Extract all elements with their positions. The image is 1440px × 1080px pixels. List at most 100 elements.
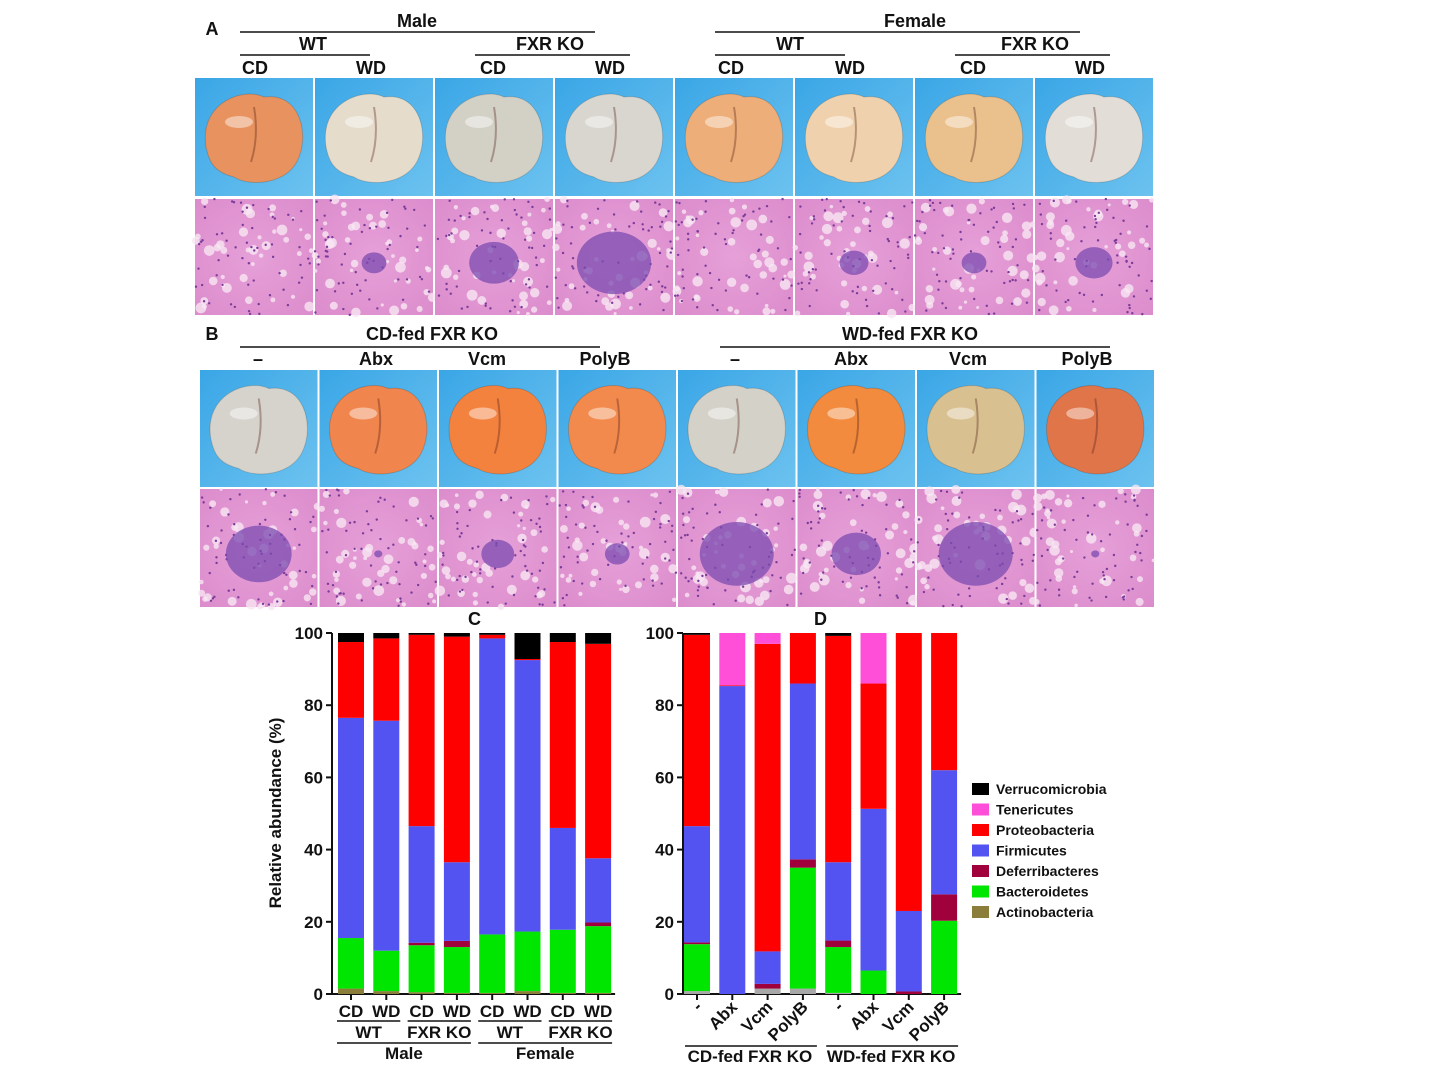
nucleus [917, 518, 921, 521]
nucleus [852, 488, 855, 492]
nucleus [1026, 278, 1030, 282]
liver-photo [1035, 78, 1153, 196]
nucleus [864, 531, 868, 534]
nucleus [458, 535, 462, 538]
nucleus [548, 218, 552, 221]
vacuole [1066, 247, 1070, 251]
nucleus [468, 212, 471, 215]
nucleus [765, 204, 769, 208]
nucleus [652, 517, 656, 521]
vacuole [393, 279, 397, 283]
bar-segment-actinobacteria [549, 992, 576, 994]
bar-segment-proteobacteria [754, 643, 781, 952]
nucleus [241, 210, 244, 213]
vacuole [759, 271, 768, 279]
nucleus [532, 231, 536, 235]
nucleus [641, 228, 645, 231]
nucleus [298, 543, 301, 547]
liver-shape [926, 385, 1025, 475]
vacuole [332, 570, 341, 578]
vacuole [1019, 578, 1027, 587]
nucleus [1042, 506, 1046, 509]
nucleus [669, 251, 672, 254]
nucleus [355, 283, 359, 287]
nucleus [896, 241, 899, 244]
nucleus [931, 201, 935, 205]
nucleus [815, 289, 818, 292]
nucleus [723, 238, 727, 241]
nucleus [957, 593, 960, 596]
nucleus [740, 219, 744, 222]
diet-label: CD [960, 58, 986, 78]
vacuole [1066, 305, 1072, 312]
vacuole [1072, 585, 1077, 589]
vacuole [1129, 554, 1137, 562]
nucleus [683, 534, 687, 537]
liver-highlight [345, 116, 373, 128]
vacuole [191, 236, 200, 245]
nucleus [1105, 567, 1109, 571]
vacuole [523, 276, 534, 287]
nucleus [817, 510, 820, 513]
nucleus [813, 218, 816, 221]
nucleus [564, 515, 568, 519]
vacuole [369, 221, 378, 230]
vacuole [895, 499, 904, 508]
nucleus [979, 212, 982, 215]
liver-highlight [707, 407, 736, 420]
nucleus [687, 249, 690, 252]
bar-segment-bacteroidetes [549, 929, 576, 993]
nucleus [621, 541, 624, 544]
vacuole [915, 563, 923, 571]
nucleus [478, 572, 482, 575]
vacuole [477, 296, 487, 305]
legend-label: Deferribacteres [996, 863, 1099, 879]
nucleus [868, 229, 872, 233]
nucleus [521, 538, 525, 542]
vacuole [532, 576, 539, 583]
nucleus [998, 245, 1002, 249]
vacuole [556, 267, 561, 272]
bar-segment-bacteroidetes [373, 950, 400, 992]
bar-segment-firmicutes [443, 862, 470, 941]
nucleus [1007, 602, 1010, 605]
liver-highlight [705, 116, 733, 128]
vacuole [457, 589, 465, 598]
nucleus [282, 599, 285, 603]
nucleus [916, 541, 919, 544]
liver-highlight [1066, 407, 1095, 420]
bar-segment-actinobacteria [373, 991, 400, 994]
nucleus [483, 211, 486, 214]
nucleus [933, 208, 936, 212]
vacuole [344, 237, 351, 243]
vacuole [201, 197, 209, 206]
nucleus [675, 201, 678, 204]
vacuole [1104, 244, 1108, 249]
nucleus [678, 201, 681, 205]
nucleus [1014, 279, 1017, 282]
nucleus [261, 602, 265, 606]
bar-segment-actinobacteria [479, 992, 506, 994]
nucleus [660, 582, 663, 585]
vacuole [517, 533, 527, 544]
nucleus [353, 520, 356, 524]
nucleus [593, 524, 596, 528]
vacuole [283, 585, 289, 591]
vacuole [841, 210, 847, 216]
nucleus [997, 241, 1000, 244]
nucleus [670, 247, 674, 250]
nucleus [1118, 283, 1121, 287]
liver-highlight [945, 116, 973, 128]
vacuole [245, 598, 257, 610]
nucleus [291, 218, 295, 221]
nucleus [784, 308, 787, 312]
nucleus [640, 210, 643, 213]
nucleus [576, 555, 579, 558]
nucleus [1086, 514, 1090, 517]
vacuole [894, 577, 899, 581]
vacuole [450, 576, 456, 582]
nucleus [968, 594, 972, 598]
vacuole [335, 555, 344, 564]
nucleus [215, 561, 218, 565]
nucleus [861, 503, 864, 507]
